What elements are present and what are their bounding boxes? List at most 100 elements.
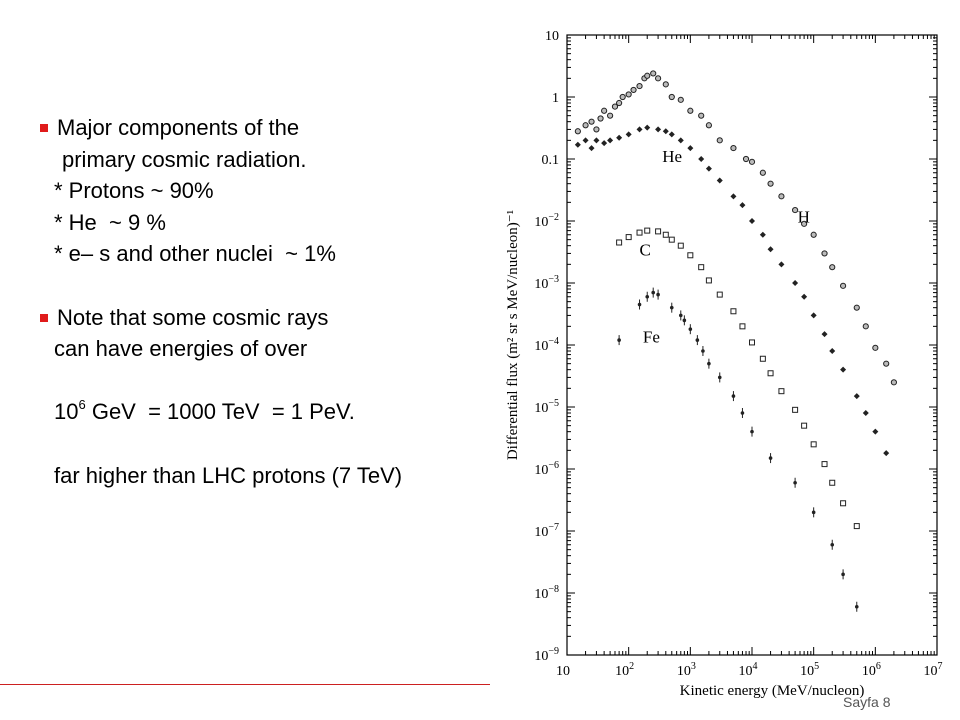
point-c [767,370,774,377]
point-fe [750,429,754,434]
y-tick-label: 10−5 [534,398,559,416]
slide-text: Major components of the primary cosmic r… [40,112,490,491]
point-h [705,122,712,129]
point-h [636,82,643,90]
point-h [759,169,766,176]
point-fe [669,305,674,310]
point-h [829,264,836,271]
point-c [655,228,662,235]
point-h [630,86,637,94]
point-h [644,72,651,79]
point-c [625,234,632,241]
point-h [883,360,890,367]
x-tick-label: 102 [615,661,634,679]
point-h [890,379,897,386]
point-he [687,145,694,152]
point-he [716,177,723,184]
point-c [677,242,684,249]
point-c [730,308,737,315]
x-axis-label: Kinetic energy (MeV/nucleon) [680,683,865,699]
point-fe [701,349,705,353]
point-h [853,304,860,311]
point-h [801,220,808,227]
point-he [821,331,828,338]
point-h [574,128,581,135]
slide-number: Sayfa 8 [843,694,891,710]
point-c [821,461,828,468]
point-c [668,236,675,243]
point-h [748,158,756,165]
y-tick-label: 10−7 [534,522,559,540]
point-he [792,280,799,286]
point-h [654,75,662,82]
red-square-bullet-icon [40,313,48,322]
point-h [698,112,705,119]
x-tick-label: 103 [677,661,696,679]
y-tick-label: 10−4 [534,336,559,354]
point-he [872,428,879,435]
point-h [601,107,608,114]
y-tick-label: 10 [545,29,559,44]
species-label-fe: Fe [643,327,660,346]
point-c [829,479,836,486]
point-h [662,81,669,88]
point-he [607,137,614,144]
point-he [829,348,836,355]
red-square-bullet-icon [40,124,48,132]
species-label-h: H [798,207,810,226]
point-h [611,103,619,110]
point-he [625,131,632,138]
point-he [759,231,766,238]
point-h [716,137,723,144]
point-fe [682,318,687,323]
spacer [40,428,490,460]
point-he [810,312,817,319]
point-h [677,96,684,103]
point-he [801,293,808,300]
y-tick-label: 0.1 [542,153,560,168]
point-fe [740,411,745,415]
x-tick-label: 107 [924,661,943,679]
point-h [778,193,785,200]
point-he [778,261,785,268]
point-he [636,126,643,133]
point-h [597,115,604,122]
bullet-1-line-2: primary cosmic radiation. [62,146,307,172]
point-fe [793,480,797,485]
point-h [619,93,626,101]
point-c [853,523,860,530]
point-h [593,126,600,133]
point-fe [731,394,736,398]
point-he [767,246,774,253]
point-he [749,218,755,224]
comparison-line: far higher than LHC protons (7 TeV) [54,462,403,488]
point-h [810,231,817,238]
bullet-1-line-3: * Protons ~ 90% [54,178,214,204]
point-he [662,128,669,135]
point-h [616,99,623,107]
bullet-2-line-1: Note that some cosmic rays [40,302,490,334]
point-fe [811,510,816,515]
point-c [662,231,669,238]
point-fe [651,290,656,295]
point-h [650,70,657,77]
point-c [739,323,746,330]
point-he [698,156,705,162]
point-fe [695,338,700,342]
point-he [588,145,595,152]
point-h [588,118,595,125]
point-h [730,144,737,152]
point-c [636,229,643,236]
bullet-1-line-1: Major components of the [40,112,490,144]
point-c [705,277,712,284]
point-he [705,165,712,172]
footer-divider [0,684,490,685]
point-c [778,388,785,395]
point-fe [617,338,621,342]
point-h [625,91,632,98]
point-h [872,344,879,351]
point-c [616,239,623,246]
x-tick-label: 104 [739,661,758,679]
point-he [883,450,890,457]
